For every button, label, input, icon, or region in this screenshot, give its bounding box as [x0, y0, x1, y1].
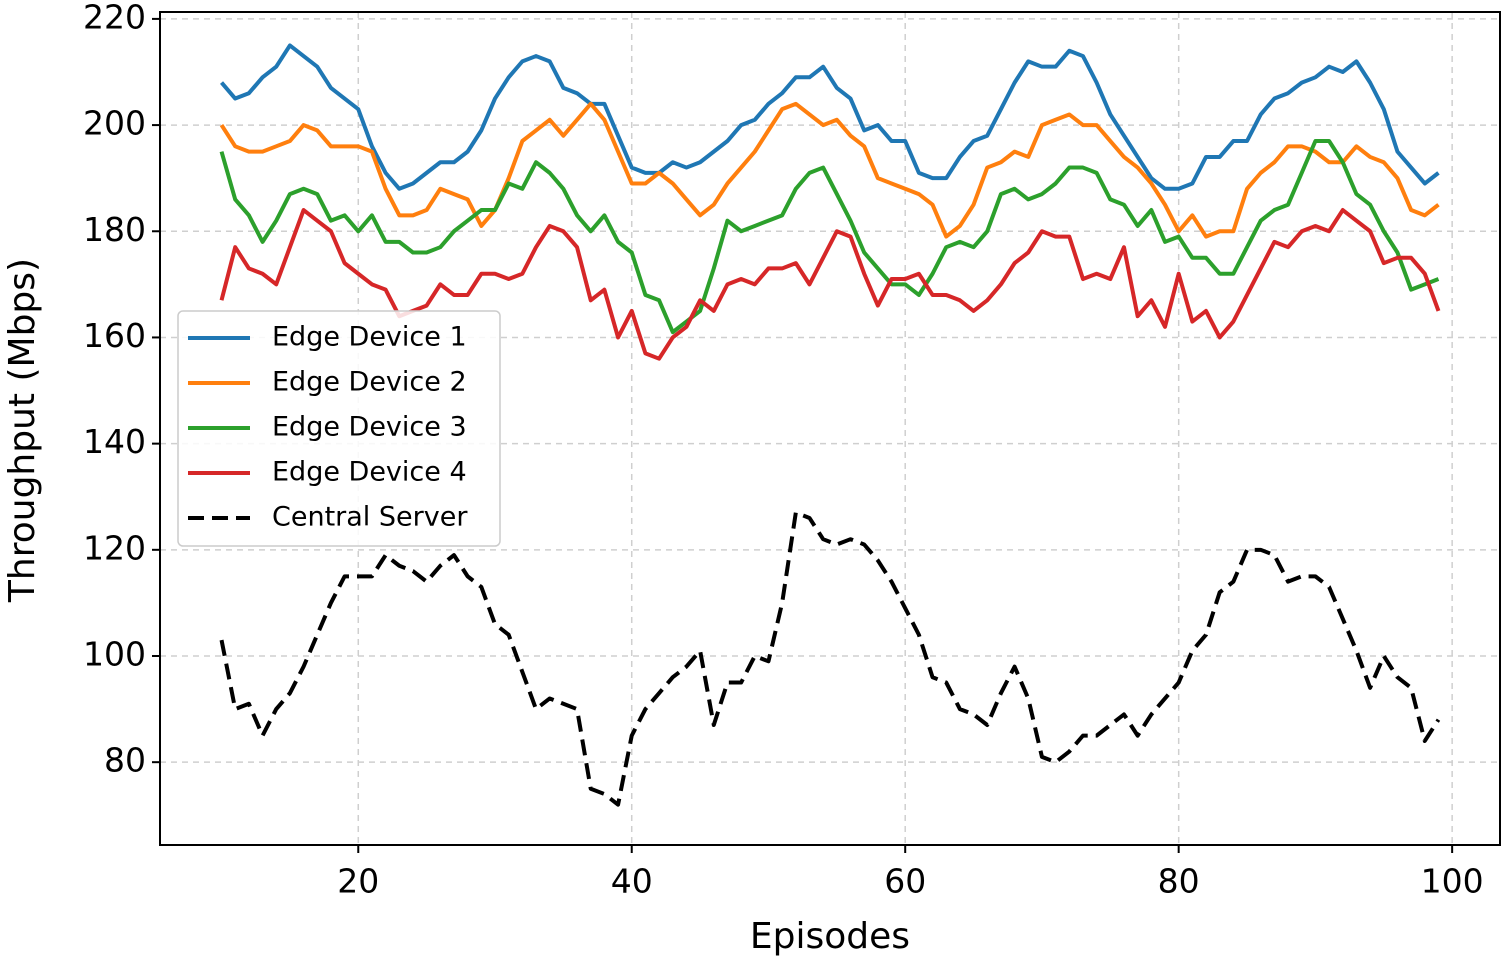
x-axis-label: Episodes	[750, 916, 910, 957]
series-line	[219, 510, 1441, 807]
series-line	[219, 208, 1441, 361]
x-tick-label: 60	[884, 862, 926, 901]
legend-label: Edge Device 3	[272, 412, 467, 443]
plot-frame	[159, 11, 1501, 846]
series-line	[220, 43, 1440, 191]
legend: Edge Device 1 Edge Device 2 Edge Device 3 E…	[177, 310, 501, 547]
y-tick-label: 200	[83, 104, 146, 143]
x-tick-label: 80	[1158, 862, 1200, 901]
y-tick-label: 180	[83, 210, 146, 249]
legend-label: Central Server	[272, 502, 468, 533]
y-tick-label: 80	[104, 741, 146, 780]
legend-label: Edge Device 4	[272, 457, 467, 488]
y-tick-label: 120	[83, 528, 146, 567]
x-tick-label: 20	[337, 862, 379, 901]
x-tick-label: 40	[611, 862, 653, 901]
y-tick-label: 100	[83, 634, 146, 673]
legend-label: Edge Device 2	[272, 367, 467, 398]
series-line	[219, 101, 1440, 239]
legend-box	[177, 310, 501, 547]
y-tick-label: 160	[83, 316, 146, 355]
x-tick-label: 100	[1421, 862, 1484, 901]
legend-label: Edge Device 1	[272, 322, 467, 353]
y-axis-label: Throughput (Mbps)	[2, 258, 43, 603]
y-tick-label: 140	[83, 422, 146, 461]
series-line	[219, 139, 1440, 335]
y-tick-label: 220	[83, 0, 146, 36]
